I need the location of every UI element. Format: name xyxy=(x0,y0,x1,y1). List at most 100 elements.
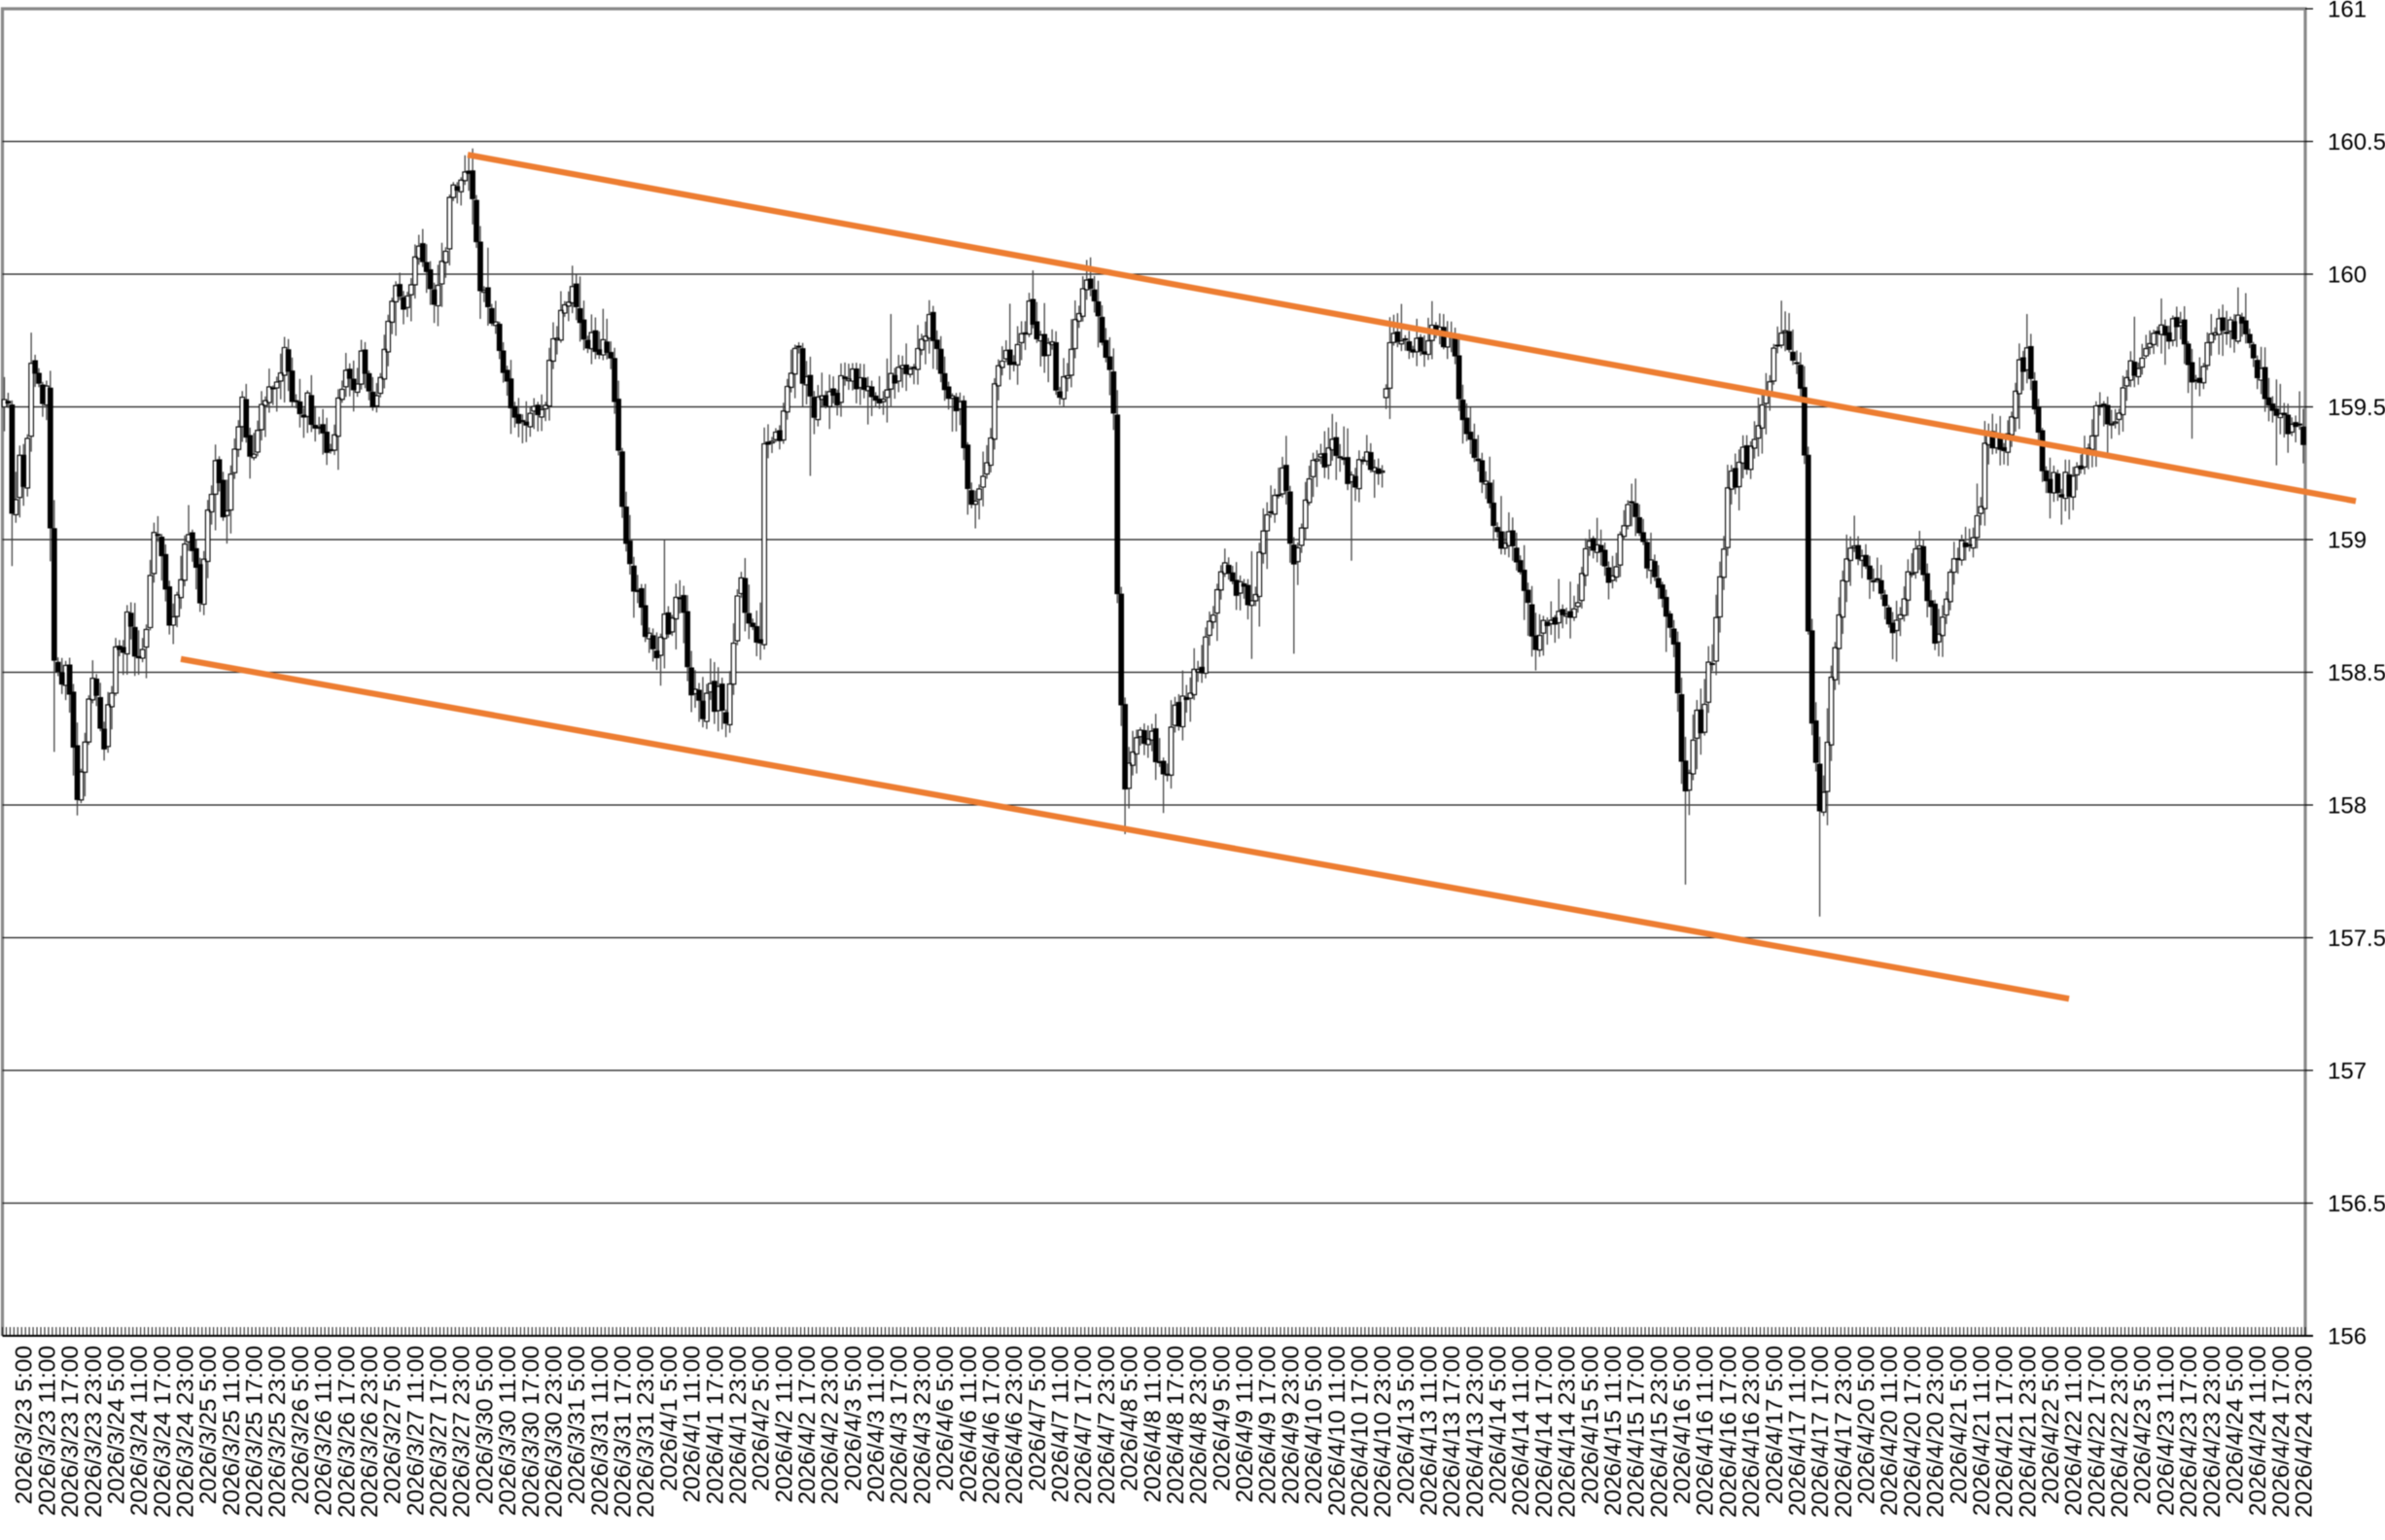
svg-text:2026/4/20 23:00: 2026/4/20 23:00 xyxy=(1923,1346,1949,1518)
svg-text:2026/4/8 5:00: 2026/4/8 5:00 xyxy=(1117,1346,1143,1491)
svg-text:2026/4/17 11:00: 2026/4/17 11:00 xyxy=(1785,1346,1811,1516)
svg-text:160.5: 160.5 xyxy=(2328,129,2385,156)
svg-text:2026/4/2 11:00: 2026/4/2 11:00 xyxy=(771,1346,797,1503)
svg-text:2026/3/23 5:00: 2026/3/23 5:00 xyxy=(12,1346,38,1505)
svg-text:2026/4/17 5:00: 2026/4/17 5:00 xyxy=(1762,1346,1788,1505)
svg-text:2026/4/24 17:00: 2026/4/24 17:00 xyxy=(2268,1346,2295,1518)
svg-text:2026/3/24 23:00: 2026/3/24 23:00 xyxy=(173,1346,199,1518)
svg-text:2026/3/25 11:00: 2026/3/25 11:00 xyxy=(219,1346,245,1516)
svg-text:2026/4/8 17:00: 2026/4/8 17:00 xyxy=(1163,1346,1189,1505)
svg-text:2026/4/23 17:00: 2026/4/23 17:00 xyxy=(2176,1346,2202,1518)
svg-text:2026/4/9 5:00: 2026/4/9 5:00 xyxy=(1209,1346,1235,1491)
svg-text:157: 157 xyxy=(2328,1059,2367,1085)
svg-text:2026/4/14 11:00: 2026/4/14 11:00 xyxy=(1508,1346,1534,1516)
svg-text:161: 161 xyxy=(2328,0,2367,23)
svg-text:2026/3/30 5:00: 2026/3/30 5:00 xyxy=(472,1346,498,1505)
svg-text:157.5: 157.5 xyxy=(2328,926,2385,952)
svg-text:2026/3/30 17:00: 2026/3/30 17:00 xyxy=(518,1346,544,1518)
svg-text:2026/3/25 23:00: 2026/3/25 23:00 xyxy=(264,1346,291,1518)
svg-text:2026/4/16 11:00: 2026/4/16 11:00 xyxy=(1693,1346,1719,1516)
svg-text:2026/3/24 11:00: 2026/3/24 11:00 xyxy=(126,1346,153,1516)
svg-text:2026/4/8 11:00: 2026/4/8 11:00 xyxy=(1140,1346,1166,1503)
svg-text:2026/4/15 5:00: 2026/4/15 5:00 xyxy=(1577,1346,1603,1505)
svg-text:2026/4/6 5:00: 2026/4/6 5:00 xyxy=(932,1346,959,1491)
svg-text:2026/4/6 11:00: 2026/4/6 11:00 xyxy=(956,1346,982,1503)
svg-text:2026/4/13 23:00: 2026/4/13 23:00 xyxy=(1462,1346,1489,1518)
svg-text:2026/4/15 17:00: 2026/4/15 17:00 xyxy=(1624,1346,1650,1518)
svg-text:2026/3/30 23:00: 2026/3/30 23:00 xyxy=(542,1346,568,1518)
svg-text:2026/4/16 5:00: 2026/4/16 5:00 xyxy=(1669,1346,1696,1505)
svg-text:2026/4/6 23:00: 2026/4/6 23:00 xyxy=(1001,1346,1028,1505)
svg-text:2026/4/10 23:00: 2026/4/10 23:00 xyxy=(1370,1346,1396,1518)
svg-text:2026/3/31 23:00: 2026/3/31 23:00 xyxy=(633,1346,659,1518)
svg-text:2026/3/27 23:00: 2026/3/27 23:00 xyxy=(449,1346,475,1518)
svg-text:2026/4/10 5:00: 2026/4/10 5:00 xyxy=(1301,1346,1327,1505)
svg-text:2026/3/23 11:00: 2026/3/23 11:00 xyxy=(34,1346,60,1516)
svg-text:2026/4/17 23:00: 2026/4/17 23:00 xyxy=(1831,1346,1857,1518)
svg-text:2026/4/7 17:00: 2026/4/7 17:00 xyxy=(1070,1346,1097,1505)
svg-text:2026/4/2 23:00: 2026/4/2 23:00 xyxy=(818,1346,844,1505)
svg-text:2026/4/3 23:00: 2026/4/3 23:00 xyxy=(909,1346,935,1505)
svg-text:2026/3/23 23:00: 2026/3/23 23:00 xyxy=(81,1346,107,1518)
svg-text:2026/4/2 5:00: 2026/4/2 5:00 xyxy=(749,1346,775,1491)
svg-text:2026/4/9 11:00: 2026/4/9 11:00 xyxy=(1232,1346,1258,1503)
svg-text:2026/4/2 17:00: 2026/4/2 17:00 xyxy=(794,1346,821,1505)
svg-text:2026/4/3 5:00: 2026/4/3 5:00 xyxy=(840,1346,866,1491)
svg-text:2026/4/24 5:00: 2026/4/24 5:00 xyxy=(2223,1346,2249,1505)
svg-text:2026/3/27 17:00: 2026/3/27 17:00 xyxy=(426,1346,452,1518)
svg-text:2026/4/20 17:00: 2026/4/20 17:00 xyxy=(1900,1346,1926,1518)
svg-text:2026/3/26 11:00: 2026/3/26 11:00 xyxy=(311,1346,337,1516)
svg-text:2026/4/13 5:00: 2026/4/13 5:00 xyxy=(1393,1346,1420,1505)
svg-text:2026/4/14 17:00: 2026/4/14 17:00 xyxy=(1531,1346,1558,1518)
svg-text:2026/4/1 23:00: 2026/4/1 23:00 xyxy=(725,1346,752,1505)
svg-text:2026/4/23 5:00: 2026/4/23 5:00 xyxy=(2130,1346,2157,1505)
svg-text:2026/4/10 11:00: 2026/4/10 11:00 xyxy=(1324,1346,1350,1516)
svg-text:2026/3/25 5:00: 2026/3/25 5:00 xyxy=(195,1346,222,1505)
svg-text:2026/4/23 11:00: 2026/4/23 11:00 xyxy=(2153,1346,2179,1516)
svg-text:2026/4/9 23:00: 2026/4/9 23:00 xyxy=(1278,1346,1304,1505)
svg-text:2026/4/21 17:00: 2026/4/21 17:00 xyxy=(1992,1346,2018,1518)
svg-text:158: 158 xyxy=(2328,793,2367,820)
svg-text:156.5: 156.5 xyxy=(2328,1191,2385,1217)
svg-text:156: 156 xyxy=(2328,1324,2367,1350)
svg-text:2026/3/24 17:00: 2026/3/24 17:00 xyxy=(150,1346,176,1518)
svg-text:2026/4/16 17:00: 2026/4/16 17:00 xyxy=(1715,1346,1741,1518)
svg-text:2026/3/31 11:00: 2026/3/31 11:00 xyxy=(587,1346,614,1516)
svg-text:2026/4/16 23:00: 2026/4/16 23:00 xyxy=(1738,1346,1765,1518)
svg-text:2026/4/24 11:00: 2026/4/24 11:00 xyxy=(2245,1346,2271,1516)
svg-text:159: 159 xyxy=(2328,528,2367,554)
svg-text:2026/4/3 11:00: 2026/4/3 11:00 xyxy=(863,1346,890,1503)
svg-text:2026/3/26 23:00: 2026/3/26 23:00 xyxy=(357,1346,383,1518)
svg-text:2026/4/8 23:00: 2026/4/8 23:00 xyxy=(1186,1346,1212,1505)
svg-text:2026/4/9 17:00: 2026/4/9 17:00 xyxy=(1255,1346,1281,1505)
svg-text:2026/4/22 17:00: 2026/4/22 17:00 xyxy=(2084,1346,2110,1518)
svg-text:160: 160 xyxy=(2328,262,2367,289)
svg-text:2026/3/30 11:00: 2026/3/30 11:00 xyxy=(495,1346,521,1516)
svg-text:2026/3/26 17:00: 2026/3/26 17:00 xyxy=(333,1346,360,1518)
svg-text:158.5: 158.5 xyxy=(2328,660,2385,686)
svg-text:2026/3/24 5:00: 2026/3/24 5:00 xyxy=(104,1346,130,1505)
svg-text:2026/4/23 23:00: 2026/4/23 23:00 xyxy=(2199,1346,2226,1518)
svg-text:2026/3/23 17:00: 2026/3/23 17:00 xyxy=(57,1346,84,1518)
svg-text:2026/4/13 17:00: 2026/4/13 17:00 xyxy=(1439,1346,1465,1518)
svg-text:2026/4/1 11:00: 2026/4/1 11:00 xyxy=(680,1346,706,1503)
svg-text:2026/4/22 11:00: 2026/4/22 11:00 xyxy=(2061,1346,2087,1516)
svg-text:2026/4/14 5:00: 2026/4/14 5:00 xyxy=(1486,1346,1512,1505)
svg-text:2026/3/26 5:00: 2026/3/26 5:00 xyxy=(288,1346,314,1505)
svg-text:2026/4/21 11:00: 2026/4/21 11:00 xyxy=(1969,1346,1995,1516)
svg-text:2026/3/27 11:00: 2026/3/27 11:00 xyxy=(403,1346,429,1516)
svg-text:2026/4/17 17:00: 2026/4/17 17:00 xyxy=(1807,1346,1834,1518)
svg-text:2026/4/3 17:00: 2026/4/3 17:00 xyxy=(887,1346,913,1505)
svg-text:2026/4/1 17:00: 2026/4/1 17:00 xyxy=(702,1346,728,1505)
svg-text:159.5: 159.5 xyxy=(2328,395,2385,421)
svg-text:2026/4/24 23:00: 2026/4/24 23:00 xyxy=(2292,1346,2318,1518)
svg-text:2026/4/20 11:00: 2026/4/20 11:00 xyxy=(1876,1346,1903,1516)
svg-text:2026/4/10 17:00: 2026/4/10 17:00 xyxy=(1347,1346,1373,1518)
svg-text:2026/3/31 17:00: 2026/3/31 17:00 xyxy=(611,1346,637,1518)
svg-text:2026/3/25 17:00: 2026/3/25 17:00 xyxy=(242,1346,268,1518)
svg-text:2026/4/13 11:00: 2026/4/13 11:00 xyxy=(1417,1346,1443,1516)
svg-text:2026/4/21 23:00: 2026/4/21 23:00 xyxy=(2015,1346,2041,1518)
svg-text:2026/4/14 23:00: 2026/4/14 23:00 xyxy=(1555,1346,1581,1518)
svg-text:2026/4/6 17:00: 2026/4/6 17:00 xyxy=(979,1346,1005,1505)
svg-text:2026/3/31 5:00: 2026/3/31 5:00 xyxy=(564,1346,590,1505)
